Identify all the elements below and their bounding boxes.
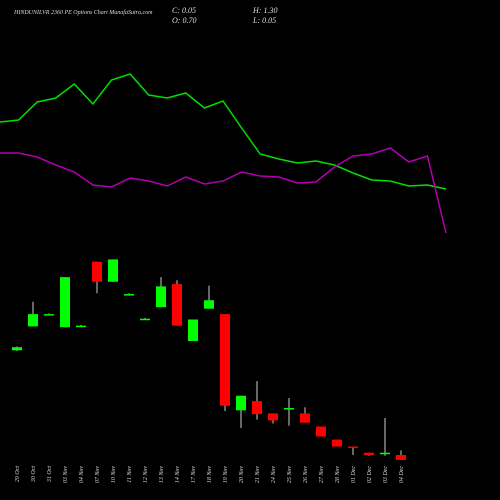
overlay-line <box>0 73 447 190</box>
candle-body <box>300 413 310 423</box>
x-tick-label: 31 Oct <box>47 466 53 483</box>
candle-body <box>92 261 102 282</box>
candle-body <box>268 413 278 421</box>
x-tick-label: 12 Nov <box>143 466 149 484</box>
candle-body <box>316 426 326 437</box>
x-tick-label: 18 Nov <box>207 466 213 484</box>
candle-body <box>60 277 70 328</box>
x-tick-label: 20 Nov <box>239 466 245 484</box>
stat-open: O: 0.70 <box>172 16 196 25</box>
x-tick-label: 13 Nov <box>159 466 165 484</box>
x-tick-label: 04 Nov <box>78 466 85 484</box>
candle-body <box>156 286 166 308</box>
x-tick-label: 19 Nov <box>223 466 229 484</box>
candle-body <box>236 395 246 411</box>
candle-body <box>12 347 22 351</box>
x-tick-label: 01 Dec <box>351 466 357 483</box>
x-tick-label: 26 Nov <box>303 466 309 484</box>
x-tick-label: 07 Nov <box>95 466 101 484</box>
candle-body <box>364 452 374 456</box>
x-tick-label: 04 Dec <box>398 466 405 483</box>
stat-close: C: 0.05 <box>172 6 196 15</box>
x-tick-label: 25 Nov <box>287 466 293 484</box>
candle-body <box>252 401 262 415</box>
x-tick-label: 17 Nov <box>191 466 197 484</box>
stat-low: L: 0.05 <box>252 16 276 25</box>
x-tick-label: 03 Dec <box>383 466 389 483</box>
chart-title: HINDUNILVR 2360 PE Options Chart MunafaS… <box>13 9 153 16</box>
x-tick-label: 03 Nov <box>63 466 69 484</box>
candle-body <box>172 284 182 326</box>
x-tick-label: 29 Oct <box>15 466 21 482</box>
x-tick-label: 27 Nov <box>319 466 325 484</box>
x-tick-label: 11 Nov <box>127 466 133 483</box>
x-tick-label: 14 Nov <box>174 466 181 484</box>
x-tick-label: 30 Oct <box>31 466 37 483</box>
candle-body <box>220 314 230 406</box>
x-tick-label: 28 Nov <box>335 466 341 484</box>
candle-body <box>348 446 358 449</box>
candle-body <box>124 294 134 296</box>
candle-body <box>140 318 150 321</box>
candle-body <box>188 319 198 342</box>
candle-body <box>108 259 118 282</box>
candle-body <box>76 325 86 328</box>
candle-body <box>284 408 294 410</box>
x-tick-label: 10 Nov <box>111 466 117 484</box>
candle-body <box>28 314 38 327</box>
x-tick-label: 21 Nov <box>255 466 261 484</box>
candle-body <box>332 439 342 447</box>
x-tick-label: 02 Dec <box>367 466 373 483</box>
candle-body <box>380 452 390 455</box>
overlay-line <box>0 147 447 234</box>
candle-body <box>44 314 54 316</box>
x-tick-label: 24 Nov <box>270 466 277 484</box>
stat-high: H: 1.30 <box>252 6 277 15</box>
candle-body <box>204 300 214 309</box>
candle-body <box>396 455 406 461</box>
